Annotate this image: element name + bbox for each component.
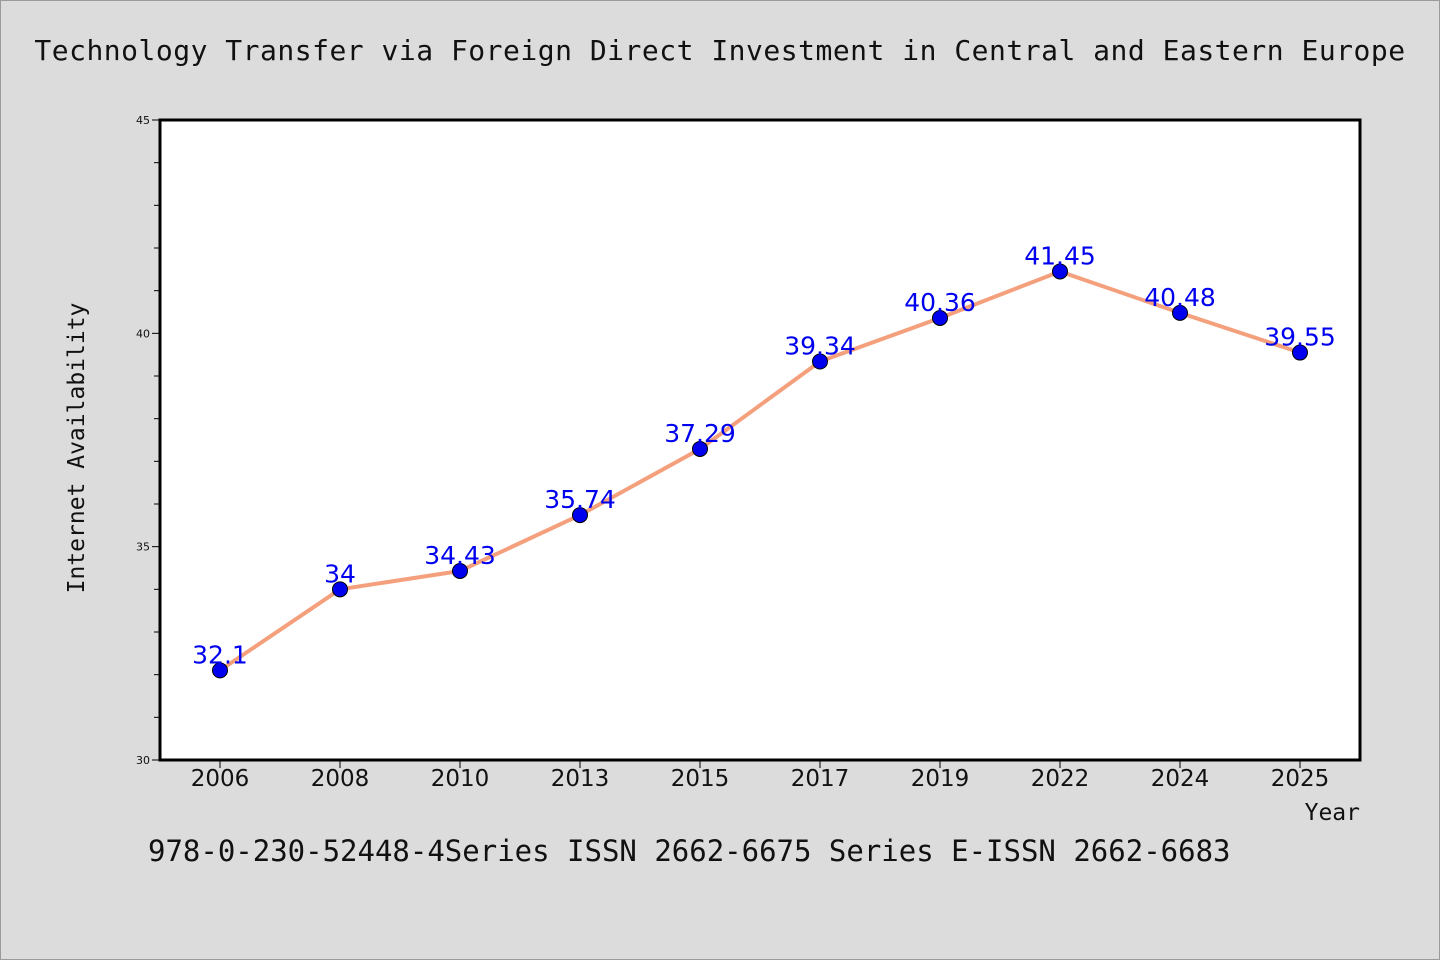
x-tick-label: 2022 [1031, 766, 1090, 792]
x-tick-label: 2025 [1271, 766, 1330, 792]
x-tick-label: 2006 [191, 766, 250, 792]
x-tick-label: 2015 [671, 766, 730, 792]
data-point [1052, 263, 1068, 280]
data-label: 35.74 [544, 485, 616, 514]
plot-area [158, 118, 1362, 762]
chart-title: Technology Transfer via Foreign Direct I… [34, 34, 1406, 67]
data-point [692, 440, 708, 457]
x-axis-title: Year [1305, 800, 1360, 826]
footer-isbn-text: 978-0-230-52448-4Series ISSN 2662-6675 S… [148, 834, 1231, 868]
data-point [572, 507, 588, 524]
data-point [332, 581, 348, 598]
data-label: 40.48 [1144, 283, 1216, 312]
y-tick-label: 30 [136, 754, 150, 767]
y-tick-label: 45 [136, 114, 150, 127]
data-point [812, 353, 828, 370]
x-tick-label: 2013 [551, 766, 610, 792]
x-tick-label: 2017 [791, 766, 850, 792]
y-tick-label: 40 [136, 327, 150, 340]
data-label: 41.45 [1024, 241, 1096, 270]
data-point [212, 662, 228, 679]
data-label: 34.43 [424, 541, 496, 570]
data-label: 39.55 [1264, 323, 1336, 352]
series-line [218, 269, 1301, 673]
data-label: 37.29 [664, 419, 736, 448]
y-axis-title: Internet Availability [64, 303, 90, 594]
data-label: 39.34 [784, 331, 856, 360]
data-label: 34 [324, 559, 356, 588]
x-tick-label: 2024 [1151, 766, 1210, 792]
y-tick-label: 35 [136, 541, 150, 554]
data-point [1292, 344, 1308, 361]
data-point [1172, 304, 1188, 321]
data-point [452, 562, 468, 579]
data-label: 40.36 [904, 288, 976, 317]
x-tick-label: 2008 [311, 766, 370, 792]
data-point [932, 309, 948, 326]
data-label: 32.1 [192, 640, 248, 669]
x-tick-label: 2019 [911, 766, 970, 792]
x-tick-label: 2010 [431, 766, 490, 792]
